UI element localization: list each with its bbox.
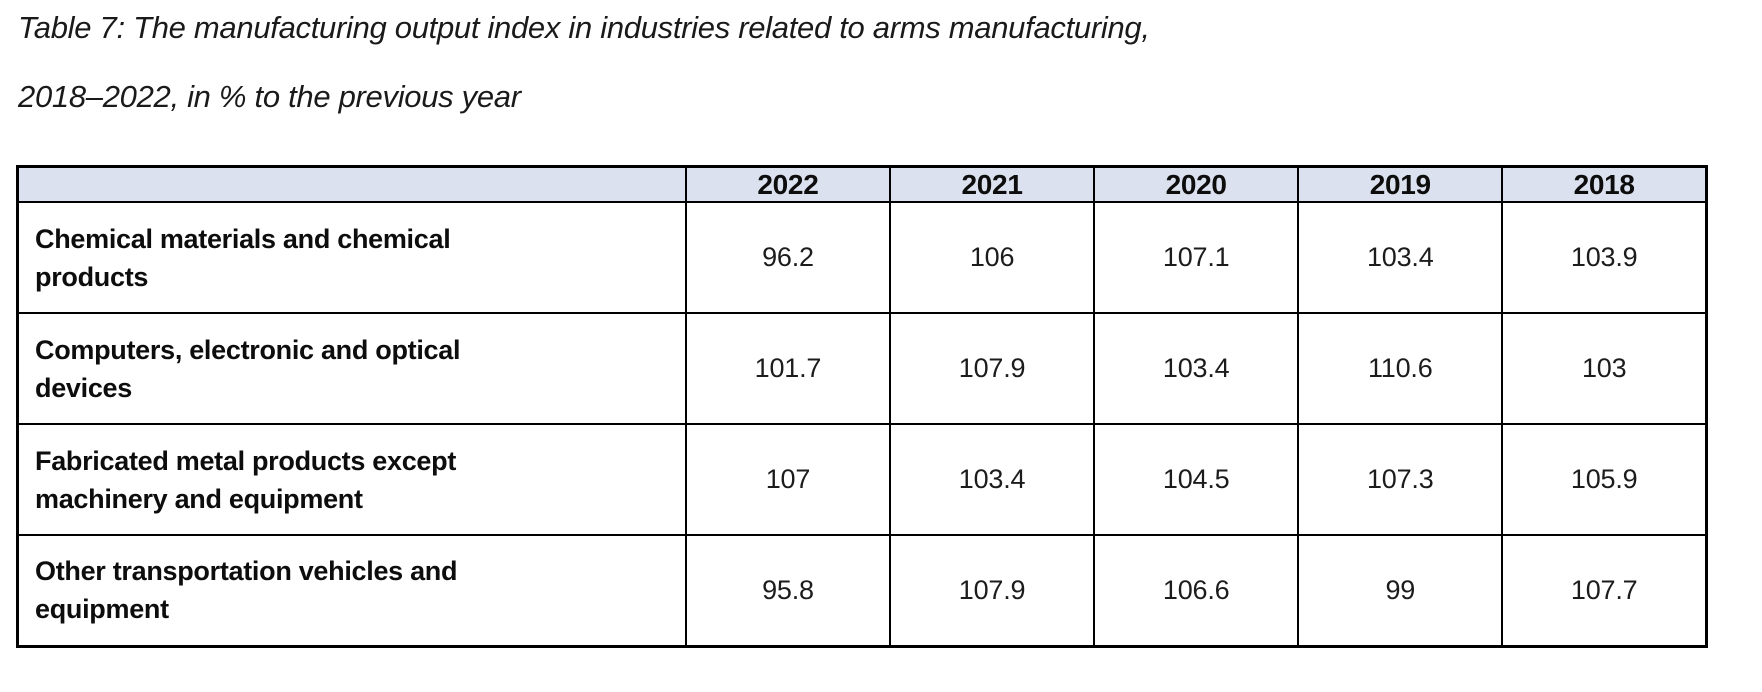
value-cell: 110.6 <box>1297 312 1504 425</box>
table-caption-line-2: 2018–2022, in % to the previous year <box>18 79 521 114</box>
value-cell: 107.3 <box>1297 423 1504 536</box>
row-label-cell: Fabricated metal products except machine… <box>16 423 687 536</box>
year-header-2022: 2022 <box>684 165 892 203</box>
value-cell: 103.4 <box>888 423 1096 536</box>
value-cell: 104.5 <box>1093 423 1300 536</box>
value-cell: 99 <box>1297 534 1504 647</box>
year-header-2019: 2019 <box>1297 165 1504 203</box>
page: Table 7: The manufacturing output index … <box>16 10 1762 648</box>
year-header-2018: 2018 <box>1501 165 1708 203</box>
value-cell: 107.1 <box>1093 201 1300 314</box>
value-cell: 96.2 <box>684 201 892 314</box>
value-cell: 106 <box>888 201 1096 314</box>
row-label-cell: Chemical materials and chemical products <box>16 201 687 314</box>
header-row: 2022 2021 2020 2019 2018 <box>16 165 1708 203</box>
corner-header-cell <box>16 165 687 203</box>
value-cell: 107.9 <box>888 534 1096 647</box>
table-row: Other transportation vehicles and equipm… <box>16 534 1708 647</box>
value-cell: 95.8 <box>684 534 892 647</box>
value-cell: 101.7 <box>684 312 892 425</box>
value-cell: 106.6 <box>1093 534 1300 647</box>
row-label: Computers, electronic and optical device… <box>35 334 461 403</box>
row-label-cell: Other transportation vehicles and equipm… <box>16 534 687 647</box>
value-cell: 103.9 <box>1501 201 1708 314</box>
table-row: Fabricated metal products except machine… <box>16 423 1708 536</box>
row-label: Chemical materials and chemical products <box>35 223 451 292</box>
manufacturing-output-table: 2022 2021 2020 2019 2018 Chemical materi… <box>16 165 1708 648</box>
year-header-2021: 2021 <box>888 165 1096 203</box>
table-row: Computers, electronic and optical device… <box>16 312 1708 425</box>
table-caption: Table 7: The manufacturing output index … <box>16 10 1762 115</box>
value-cell: 107 <box>684 423 892 536</box>
value-cell: 103.4 <box>1297 201 1504 314</box>
value-cell: 103.4 <box>1093 312 1300 425</box>
year-header-2020: 2020 <box>1093 165 1300 203</box>
table-row: Chemical materials and chemical products… <box>16 201 1708 314</box>
value-cell: 105.9 <box>1501 423 1708 536</box>
table-caption-line-1: Table 7: The manufacturing output index … <box>18 10 1150 45</box>
row-label-cell: Computers, electronic and optical device… <box>16 312 687 425</box>
row-label: Fabricated metal products except machine… <box>35 445 457 514</box>
row-label: Other transportation vehicles and equipm… <box>35 556 458 625</box>
value-cell: 107.7 <box>1501 534 1708 647</box>
value-cell: 103 <box>1501 312 1708 425</box>
value-cell: 107.9 <box>888 312 1096 425</box>
